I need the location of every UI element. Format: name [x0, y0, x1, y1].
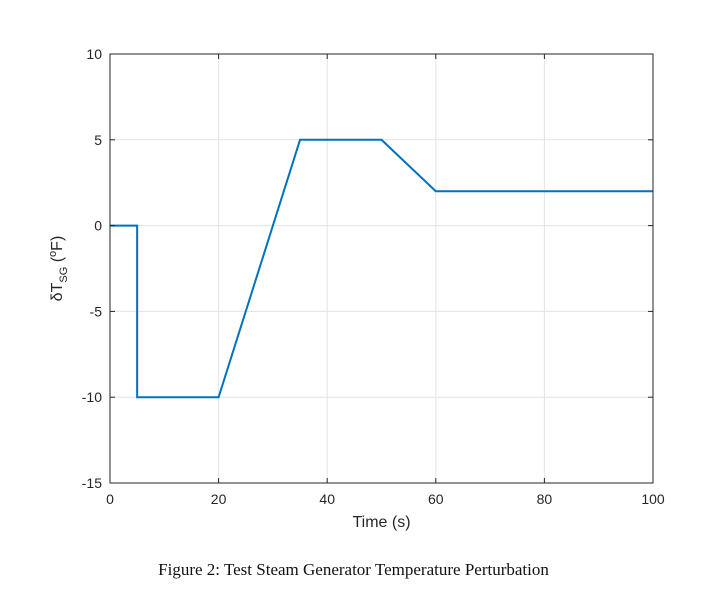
grid-lines	[110, 54, 653, 483]
y-tick-label: -15	[82, 475, 102, 491]
series-layer	[110, 138, 653, 399]
x-tick-label: 100	[641, 491, 665, 507]
y-axis-label: δTSG (oF)	[47, 236, 70, 302]
x-tick-label: 40	[319, 491, 335, 507]
y-axis-label-unit-open: (	[49, 256, 66, 266]
x-axis-label: Time (s)	[352, 514, 410, 531]
series-line-dT_SG	[110, 138, 653, 399]
tick-marks	[109, 53, 654, 484]
y-axis-label-unit-rest: F)	[49, 236, 66, 251]
figure-caption: Figure 2: Test Steam Generator Temperatu…	[158, 560, 549, 579]
x-tick-label: 80	[537, 491, 553, 507]
y-axis-label-unit-sup: o	[47, 251, 59, 257]
x-tick-label: 0	[106, 491, 114, 507]
y-axis-label-subscript: SG	[58, 267, 70, 283]
x-tick-labels: 0 20 40 60 80 100	[106, 491, 665, 507]
y-tick-label: -10	[82, 389, 102, 405]
y-tick-labels: -15 -10 -5 0 5 10	[82, 46, 102, 491]
x-tick-label: 20	[211, 491, 227, 507]
y-axis-label-prefix: δT	[49, 282, 66, 301]
y-tick-label: -5	[90, 303, 103, 319]
x-tick-label: 60	[428, 491, 444, 507]
axes-box	[109, 53, 654, 484]
y-tick-label: 10	[86, 46, 102, 62]
y-tick-label: 5	[94, 132, 102, 148]
y-tick-label: 0	[94, 218, 102, 234]
